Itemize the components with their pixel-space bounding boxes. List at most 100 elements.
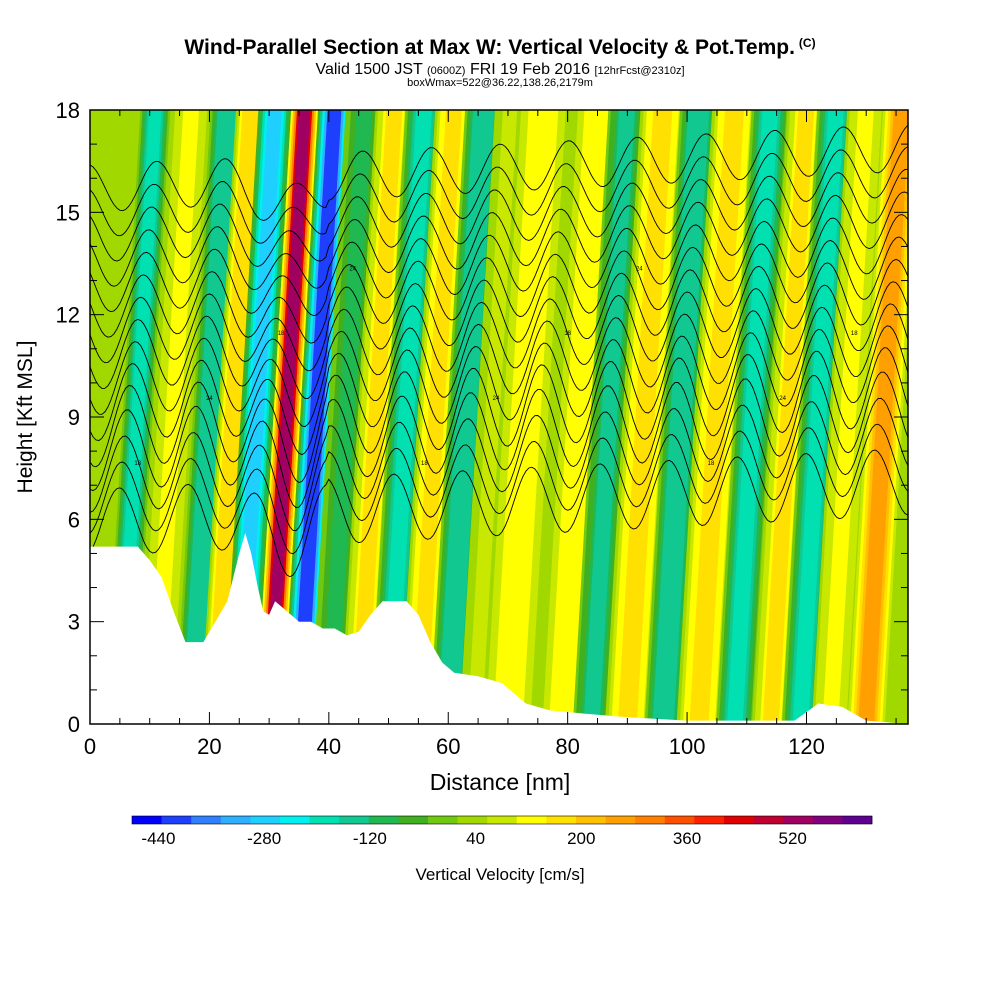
velocity-band-17 [655,110,707,724]
colorbar: -440 -280 -120 40 200 360 520 [131,815,873,848]
valid-time: Valid 1500 JST [315,61,423,78]
contour-label-8: 18 [708,461,715,467]
velocity-band-19 [726,110,779,724]
colorbar-swatch-13 [516,816,547,824]
valid-date: FRI 19 Feb 2016 [469,61,591,78]
colorbar-swatch-21 [753,816,784,824]
x-tick-label: 100 [669,734,706,759]
isentrope-line-6 [90,303,908,428]
potential-temperature-contours: 18 24 18 24 18 24 18 24 18 24 18 [90,124,908,578]
x-axis-label: Distance [nm] [430,769,571,795]
contour-label-10: 18 [851,331,858,337]
colorbar-swatch-24 [842,816,873,824]
colorbar-swatch-0 [132,816,162,824]
colorbar-swatch-19 [694,816,725,824]
colorbar-swatch-17 [635,816,666,824]
velocity-band-6 [292,110,342,724]
contour-label-3: 24 [349,266,356,272]
isentrope-line-13 [90,146,908,244]
colorbar-swatch-20 [724,816,754,824]
colorbar-label: Vertical Velocity [cm/s] [415,865,584,884]
x-tick-label: 80 [555,734,579,759]
colorbar-tick-label: -280 [247,829,281,848]
isentrope-line-8 [90,258,908,372]
chart-title: Wind-Parallel Section at Max W: Vertical… [0,36,1000,60]
velocity-band-16 [617,110,673,724]
colorbar-tick-label: -440 [141,829,175,848]
velocity-band-22 [822,110,874,724]
y-tick-label: 0 [68,712,80,737]
contour-label-5: 24 [493,396,500,402]
velocity-band-11 [440,110,492,724]
colorbar-swatch-14 [546,816,577,824]
x-tick-label: 120 [788,734,825,759]
colorbar-swatch-12 [487,816,518,824]
isentrope-line-4 [90,347,908,484]
velocity-band-8 [350,110,403,724]
isentrope-line-2 [90,397,908,532]
colorbar-tick-label: -120 [353,829,387,848]
isentrope-line-5 [90,325,908,456]
colorbar-swatch-1 [161,816,192,824]
y-tick-label: 18 [56,98,80,123]
isentrope-line-3 [90,371,908,509]
velocity-band-14 [552,110,607,724]
isentrope-line-7 [90,281,908,399]
terrain-surface [90,533,908,724]
colorbar-tick-label: 520 [779,829,807,848]
x-tick-label: 20 [197,734,221,759]
velocity-band-9 [380,110,432,724]
contour-label-7: 24 [636,266,643,272]
colorbar-swatch-11 [457,816,488,824]
isentrope-line-14 [90,124,908,221]
isentrope-line-9 [90,236,908,344]
velocity-band-1 [147,110,200,724]
contour-label-4: 18 [421,461,428,467]
colorbar-tick-label: 40 [466,829,485,848]
velocity-band-21 [792,110,844,724]
velocity-band-15 [583,110,635,724]
chart-title-text: Wind-Parallel Section at Max W: Vertical… [184,36,795,59]
colorbar-swatch-2 [191,816,222,824]
colorbar-swatch-16 [605,816,636,824]
x-tick-label: 60 [436,734,460,759]
forecast-info: [12hrFcst@2310z] [594,65,685,77]
contour-label-1: 24 [206,396,213,402]
colorbar-swatch-4 [250,816,281,824]
colorbar-tick-label: 200 [567,829,595,848]
isentrope-line-12 [90,168,908,267]
y-tick-label: 3 [68,610,80,635]
y-tick-label: 6 [68,507,80,532]
x-tick-label: 0 [84,734,96,759]
y-axis: 0 3 6 9 12 15 18 [56,98,908,737]
copyright-mark: (C) [798,36,816,50]
colorbar-swatch-9 [398,816,429,824]
contour-label-9: 24 [779,396,786,402]
velocity-band-5 [263,110,311,724]
valid-zulu: (0600Z) [426,65,466,77]
terrain-mask [90,533,908,724]
contour-label-2: 18 [278,331,285,337]
isentrope-line-0 [90,449,908,578]
contour-label-0: 18 [134,461,141,467]
velocity-band-23 [858,110,908,724]
velocity-band-10 [410,110,462,724]
colorbar-swatch-18 [664,816,695,824]
velocity-band-18 [689,110,744,724]
colorbar-swatch-3 [220,816,251,824]
isentrope-line-11 [90,191,908,291]
y-tick-label: 9 [68,405,80,430]
velocity-band-20 [762,110,815,724]
colorbar-swatch-8 [368,816,399,824]
colorbar-swatch-5 [280,816,310,824]
colorbar-swatch-7 [339,816,370,824]
chart-subtitle: Valid 1500 JST (0600Z) FRI 19 Feb 2016 [… [0,61,1000,79]
contour-label-6: 18 [564,331,571,337]
box-wmax-info: boxWmax=522@36.22,138.26,2179m [407,77,593,89]
colorbar-frame [131,815,873,825]
x-tick-label: 40 [317,734,341,759]
colorbar-tick-label: 360 [673,829,701,848]
colorbar-swatch-10 [428,816,458,824]
x-axis: 0 20 40 60 80 100 120 [84,110,897,759]
